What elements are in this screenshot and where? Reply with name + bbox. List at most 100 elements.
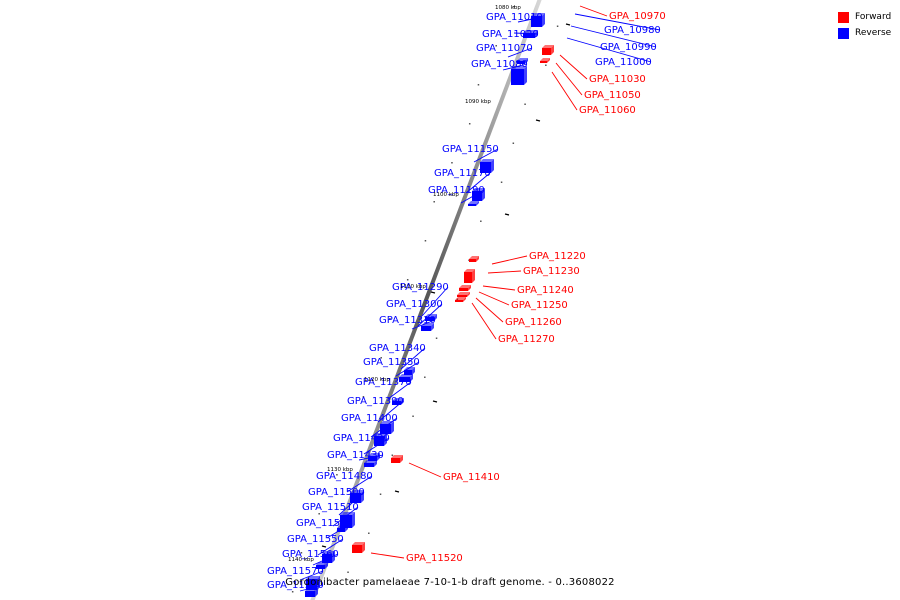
- gene-label-gpa-11410[interactable]: GPA_11410: [443, 472, 500, 483]
- feature-gpa-11170[interactable]: [472, 188, 485, 201]
- feature-gpa-11570[interactable]: [306, 576, 320, 590]
- scale-tick: [389, 318, 391, 320]
- gene-label-gpa-11560[interactable]: GPA_11560: [282, 549, 339, 560]
- gene-label-gpa-11150[interactable]: GPA_11150: [442, 144, 499, 155]
- feature-gpa-11150[interactable]: [480, 159, 494, 173]
- scale-tick: [300, 552, 303, 554]
- feature-gpa-11580[interactable]: [305, 588, 318, 597]
- forward-swatch: [838, 11, 849, 23]
- feature-gpa-11080[interactable]: [511, 66, 527, 85]
- gene-label-gpa-11080[interactable]: GPA_11080: [471, 59, 528, 70]
- feature-gpa-11510[interactable]: [337, 525, 348, 532]
- scale-dash: [430, 291, 436, 294]
- scale-tick: [545, 64, 547, 66]
- gene-label-gpa-11480[interactable]: GPA_11480: [316, 471, 373, 482]
- gene-label-gpa-10980[interactable]: GPA_10980: [604, 25, 661, 36]
- gene-label-gpa-11020[interactable]: GPA_11020: [482, 29, 539, 40]
- scale-tick: [433, 201, 435, 203]
- feature-gpa-11250[interactable]: [457, 292, 470, 297]
- gene-label-gpa-11520[interactable]: GPA_11520: [406, 553, 463, 564]
- genome-backbone: [310, 0, 542, 600]
- leader-gpa-10980: [574, 13, 661, 31]
- gene-label-gpa-11420[interactable]: GPA_11420: [333, 433, 390, 444]
- gene-label-gpa-10990[interactable]: GPA_10990: [600, 42, 657, 53]
- scale-ticks: [291, 6, 571, 593]
- gene-label-gpa-11220[interactable]: GPA_11220: [529, 251, 586, 262]
- gene-label-gpa-11550[interactable]: GPA_11550: [287, 534, 344, 545]
- gene-label-gpa-11170[interactable]: GPA_11170: [434, 168, 491, 179]
- leader-gpa-11270: [471, 302, 497, 340]
- feature-gpa-11260[interactable]: [455, 297, 466, 302]
- feature-gpa-11400[interactable]: [374, 433, 387, 446]
- feature-gpa-11240[interactable]: [459, 285, 471, 291]
- gene-label-gpa-11070[interactable]: GPA_11070: [476, 43, 533, 54]
- gene-label-gpa-11260[interactable]: GPA_11260: [505, 317, 562, 328]
- feature-gpa-11410[interactable]: [391, 455, 403, 463]
- scale-dash: [504, 213, 510, 216]
- feature-gpa-11070[interactable]: [517, 58, 528, 64]
- leader-gpa-11480: [346, 475, 373, 493]
- feature-gpa-11520[interactable]: [352, 542, 365, 553]
- feature-gpa-11010[interactable]: [531, 13, 545, 27]
- scale-dash: [394, 490, 400, 493]
- feature-gpa-11340[interactable]: [404, 367, 415, 375]
- scale-tick: [495, 45, 497, 47]
- gene-label-gpa-11570[interactable]: GPA_11570: [267, 566, 324, 577]
- feature-gpa-11230[interactable]: [464, 269, 475, 283]
- gene-label-gpa-11050[interactable]: GPA_11050: [584, 90, 641, 101]
- feature-gpa-11560[interactable]: [316, 562, 328, 569]
- gene-label-gpa-11340[interactable]: GPA_11340: [369, 343, 426, 354]
- gene-features: [305, 13, 554, 597]
- gene-label-gpa-10970[interactable]: GPA_10970: [609, 11, 666, 22]
- gene-label-gpa-11030[interactable]: GPA_11030: [589, 74, 646, 85]
- scale-label: 1130 kbp: [327, 467, 353, 473]
- gene-label-gpa-11310[interactable]: GPA_11310: [379, 315, 436, 326]
- gene-label-gpa-11390[interactable]: GPA_11390: [347, 396, 404, 407]
- gene-label-gpa-11240[interactable]: GPA_11240: [517, 285, 574, 296]
- backbone-line: [310, 0, 542, 600]
- gene-label-gpa-11270[interactable]: GPA_11270: [498, 334, 555, 345]
- scale-tick: [368, 532, 370, 534]
- gene-label-gpa-11510[interactable]: GPA_11510: [302, 502, 359, 513]
- gene-label-gpa-11250[interactable]: GPA_11250: [511, 300, 568, 311]
- feature-gpa-11350[interactable]: [399, 374, 413, 382]
- leader-gpa-11550: [317, 538, 344, 556]
- gene-label-gpa-11400[interactable]: GPA_11400: [341, 413, 398, 424]
- gene-label-gpa-11000[interactable]: GPA_11000: [595, 57, 652, 68]
- scale-tick: [291, 591, 294, 593]
- feature-gpa-11430[interactable]: [364, 460, 377, 467]
- feature-gpa-11020[interactable]: [523, 30, 538, 38]
- gene-label-gpa-11350[interactable]: GPA_11350: [363, 357, 420, 368]
- feature-gpa-11220[interactable]: [469, 256, 479, 262]
- scale-dash: [321, 545, 327, 548]
- feature-gpa-11390[interactable]: [380, 421, 394, 434]
- scale-tick: [477, 84, 480, 86]
- strand-legend: Forward Reverse: [838, 9, 891, 41]
- gene-label-gpa-11060[interactable]: GPA_11060: [579, 105, 636, 116]
- leader-gpa-11070: [507, 47, 533, 58]
- gene-label-gpa-11540[interactable]: GPA_11540: [296, 518, 353, 529]
- leader-gpa-11150: [473, 148, 499, 163]
- gene-label-gpa-11300[interactable]: GPA_11300: [386, 299, 443, 310]
- gene-label-gpa-11010[interactable]: GPA_11010: [486, 12, 543, 23]
- legend-forward: Forward: [838, 9, 891, 25]
- gene-label-gpa-11500[interactable]: GPA_11500: [308, 487, 365, 498]
- feature-gpa-11190[interactable]: [468, 201, 479, 206]
- feature-gpa-11480[interactable]: [350, 490, 364, 503]
- feature-gpa-11050[interactable]: [540, 58, 550, 63]
- leader-gpa-11260: [475, 297, 504, 323]
- feature-gpa-11370[interactable]: [392, 398, 404, 405]
- gene-label-gpa-11190[interactable]: GPA_11190: [428, 185, 485, 196]
- feature-gpa-11030[interactable]: [542, 45, 554, 55]
- feature-gpa-11500[interactable]: [340, 512, 355, 528]
- feature-gpa-11290[interactable]: [425, 314, 437, 321]
- gene-label-gpa-11580[interactable]: GPA_11580: [267, 580, 324, 591]
- leader-gpa-11340: [400, 347, 426, 370]
- gene-label-gpa-11370[interactable]: GPA_11370: [355, 377, 412, 388]
- feature-gpa-11550[interactable]: [322, 551, 335, 563]
- feature-gpa-11300[interactable]: [421, 323, 434, 331]
- feature-gpa-11420[interactable]: [368, 453, 380, 461]
- gene-label-gpa-11290[interactable]: GPA_11290: [392, 282, 449, 293]
- gene-label-gpa-11230[interactable]: GPA_11230: [523, 266, 580, 277]
- gene-label-gpa-11430[interactable]: GPA_11430: [327, 450, 384, 461]
